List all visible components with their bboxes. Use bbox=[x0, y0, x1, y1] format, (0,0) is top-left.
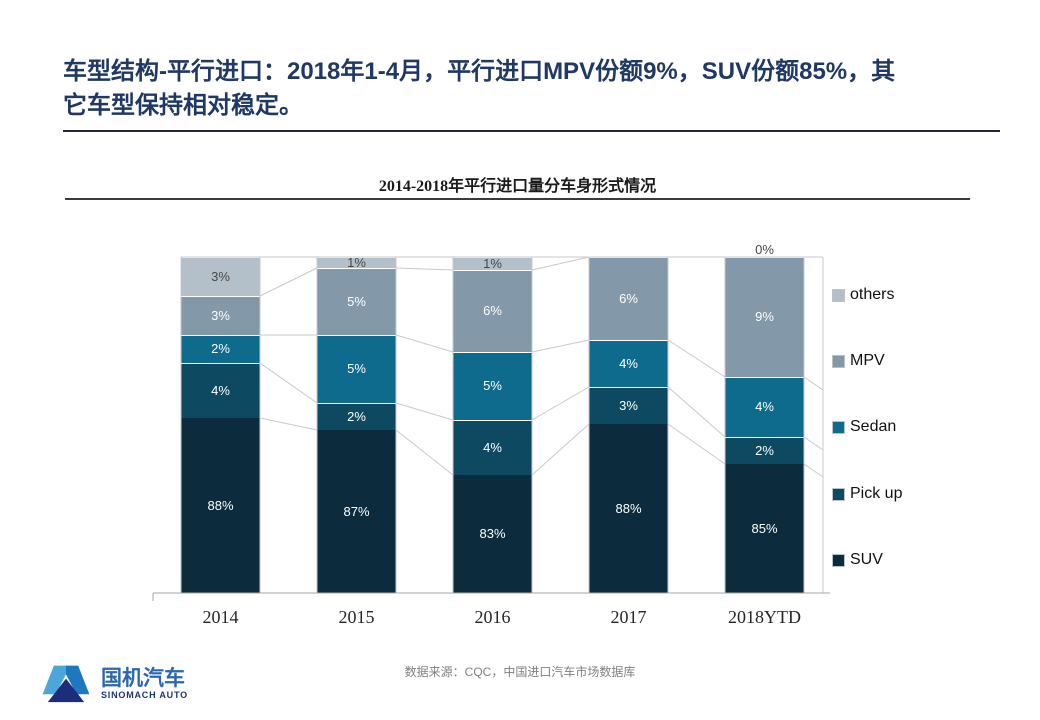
legend-item: others bbox=[832, 286, 894, 304]
x-axis-label: 2016 bbox=[474, 607, 511, 627]
bar-segment bbox=[453, 257, 532, 270]
segment-label: 87% bbox=[343, 503, 370, 519]
segment-label: 6% bbox=[483, 303, 502, 318]
segment-label: 3% bbox=[211, 268, 230, 284]
legend-item: Pick up bbox=[832, 485, 902, 503]
bar-segment bbox=[589, 424, 668, 593]
bar-segment bbox=[589, 387, 668, 424]
segment-label: 2% bbox=[347, 408, 366, 424]
bar-segment bbox=[181, 363, 260, 418]
segment-label: 1% bbox=[347, 254, 366, 270]
x-axis-label: 2018YTD bbox=[728, 607, 801, 627]
segment-label: 3% bbox=[211, 307, 230, 323]
legend-label: others bbox=[850, 286, 895, 303]
logo-mountain-icon bbox=[42, 665, 90, 703]
bar-segment bbox=[317, 268, 396, 335]
segment-label: 88% bbox=[207, 497, 234, 513]
bar-segment bbox=[453, 475, 532, 593]
bar-segment bbox=[317, 335, 396, 403]
legend-swatch bbox=[832, 420, 845, 434]
segment-label: 5% bbox=[483, 378, 502, 393]
segment-label: 88% bbox=[615, 500, 642, 516]
logo-text-cn: 国机汽车 bbox=[101, 666, 185, 690]
bar-segment bbox=[317, 430, 396, 593]
legend-swatch bbox=[832, 487, 845, 501]
legend-swatch bbox=[832, 354, 845, 368]
data-source-note: 数据来源：CQC，中国进口汽车市场数据库 bbox=[404, 665, 636, 679]
bar-segment bbox=[181, 335, 260, 363]
bar-segment bbox=[453, 270, 532, 352]
segment-label: 1% bbox=[483, 255, 502, 271]
segment-label: 2% bbox=[755, 442, 774, 458]
segment-label: 5% bbox=[347, 293, 366, 309]
bar-segment bbox=[181, 257, 260, 296]
segment-label: 85% bbox=[751, 520, 778, 536]
logo-texts: 国机汽车 SINOMACH AUTO bbox=[101, 667, 188, 700]
segment-label: 6% bbox=[619, 290, 638, 306]
bar-segment bbox=[589, 340, 668, 387]
bar-segment bbox=[453, 352, 532, 420]
bar-segment bbox=[181, 296, 260, 335]
segment-label: 2% bbox=[211, 341, 230, 356]
legend-label: Sedan bbox=[850, 418, 897, 435]
legend-label: SUV bbox=[850, 551, 883, 568]
bar-segment bbox=[589, 257, 668, 340]
x-axis-label: 2017 bbox=[610, 607, 647, 627]
bar-segment bbox=[725, 437, 804, 464]
segment-label: 4% bbox=[619, 355, 638, 371]
legend-swatch bbox=[832, 288, 845, 302]
bar-segment bbox=[725, 257, 804, 377]
segment-label: 4% bbox=[211, 382, 230, 398]
logo-text-en: SINOMACH AUTO bbox=[101, 689, 188, 700]
segment-label: 83% bbox=[479, 526, 506, 541]
bar-segment bbox=[181, 418, 260, 593]
segment-label: 5% bbox=[347, 361, 366, 376]
company-logo: 国机汽车 SINOMACH AUTO bbox=[40, 660, 188, 706]
segment-label: 9% bbox=[755, 309, 774, 324]
segment-label: 3% bbox=[619, 397, 638, 413]
title-underline bbox=[63, 130, 1000, 132]
page-title: 车型结构-平行进口：2018年1-4月，平行进口MPV份额9%，SUV份额85%… bbox=[63, 58, 896, 119]
bar-segment bbox=[725, 377, 804, 437]
segment-label: 0% bbox=[755, 242, 774, 257]
bar-segment bbox=[453, 420, 532, 475]
x-axis-label: 2014 bbox=[202, 607, 239, 627]
segment-label: 4% bbox=[755, 399, 774, 414]
bar-segment bbox=[317, 257, 396, 268]
chart-title-underline bbox=[65, 198, 970, 200]
legend-item: Sedan bbox=[832, 418, 896, 436]
x-axis-label: 2015 bbox=[338, 607, 375, 627]
chart-title: 2014-2018年平行进口量分车身形式情况 bbox=[378, 178, 657, 195]
legend-label: MPV bbox=[850, 352, 885, 369]
segment-label: 4% bbox=[483, 439, 502, 455]
legend-label: Pick up bbox=[850, 485, 903, 502]
legend-swatch bbox=[832, 553, 845, 567]
bar-segment bbox=[317, 403, 396, 430]
legend-item: SUV bbox=[832, 551, 883, 569]
legend-item: MPV bbox=[832, 352, 885, 370]
bar-segment bbox=[725, 464, 804, 593]
